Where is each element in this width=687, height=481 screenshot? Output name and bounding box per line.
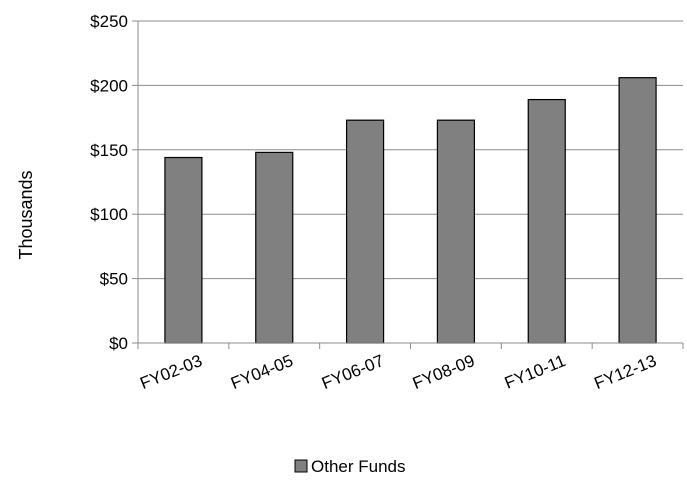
y-tick-label: $150 xyxy=(90,141,128,160)
legend: Other Funds xyxy=(294,457,406,476)
x-tick-label: FY02-03 xyxy=(137,351,205,393)
x-tick-label: FY08-09 xyxy=(410,351,478,393)
x-tick-label: FY10-11 xyxy=(502,351,568,393)
bar-fy04-05 xyxy=(255,151,294,344)
y-tick-labels: $0 $50 $100 $150 $200 $250 xyxy=(90,12,128,353)
x-tick-labels: FY02-03 FY04-05 FY06-07 FY08-09 FY10-11 FY12-… xyxy=(137,351,659,393)
bar-fy06-07 xyxy=(345,119,385,344)
legend-swatch xyxy=(294,459,308,473)
axes xyxy=(132,20,684,349)
y-tick-label: $200 xyxy=(90,76,128,95)
y-tick-label: $50 xyxy=(100,270,128,289)
bar-series xyxy=(164,77,657,344)
y-tick-label: $0 xyxy=(109,334,128,353)
y-tick-label: $250 xyxy=(90,12,128,31)
bar-fy10-11 xyxy=(527,98,566,344)
x-tick-label: FY06-07 xyxy=(319,351,387,393)
gridlines xyxy=(138,20,683,280)
x-tick-label: FY12-13 xyxy=(592,351,660,393)
bar-fy08-09 xyxy=(436,119,476,344)
legend-label: Other Funds xyxy=(311,457,406,476)
x-tick-label: FY04-05 xyxy=(228,351,296,393)
y-tick-label: $100 xyxy=(90,205,128,224)
y-axis-title: Thousands xyxy=(16,170,36,259)
bar-fy12-13 xyxy=(618,77,657,344)
bar-fy02-03 xyxy=(164,156,203,344)
